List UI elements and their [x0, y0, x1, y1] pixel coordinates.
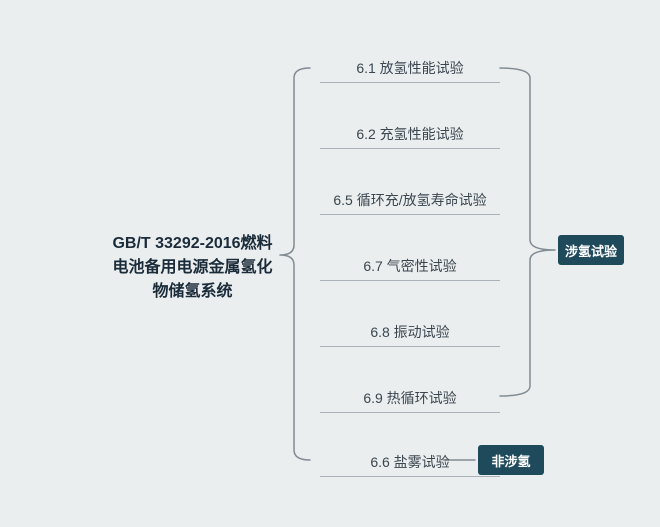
item-underline — [320, 346, 500, 347]
badge-non-hydrogen: 非涉氢 — [478, 445, 544, 475]
item-underline — [320, 476, 500, 477]
test-item: 6.7 气密性试验 — [320, 258, 500, 275]
item-underline — [320, 82, 500, 83]
test-item: 6.8 振动试验 — [320, 324, 500, 341]
test-item: 6.9 热循环试验 — [320, 390, 500, 407]
root-title: GB/T 33292-2016燃料电池备用电源金属氢化物储氢系统 — [105, 232, 280, 304]
test-item: 6.1 放氢性能试验 — [320, 60, 500, 77]
badge-hydrogen-tests: 涉氢试验 — [558, 235, 624, 265]
item-underline — [320, 148, 500, 149]
item-underline — [320, 412, 500, 413]
test-item: 6.2 充氢性能试验 — [320, 126, 500, 143]
test-item: 6.6 盐雾试验 — [320, 454, 500, 471]
item-underline — [320, 214, 500, 215]
item-underline — [320, 280, 500, 281]
diagram-canvas: GB/T 33292-2016燃料电池备用电源金属氢化物储氢系统 6.1 放氢性… — [0, 0, 660, 527]
test-item: 6.5 循环充/放氢寿命试验 — [320, 192, 500, 209]
